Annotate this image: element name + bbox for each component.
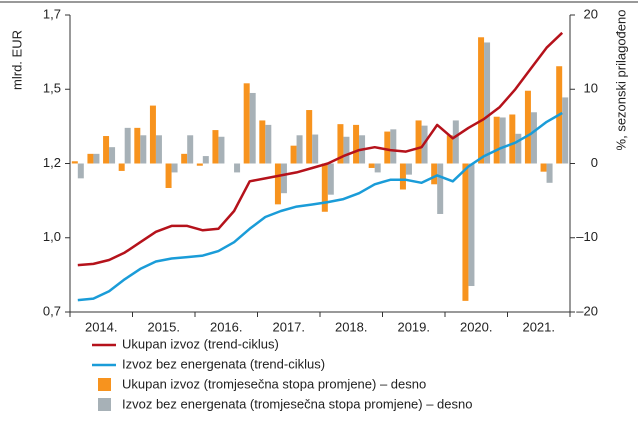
x-tick-label: 2017. [272,319,305,334]
bar [202,156,209,164]
bar [249,92,256,164]
bar [337,124,344,164]
bar [399,163,406,190]
bar [390,129,397,164]
bar [446,135,453,164]
bar [530,112,537,164]
y-tick-label: 1,5 [43,81,61,96]
y2-tick-label: 20 [584,6,598,21]
x-tick-label: 2015. [147,319,180,334]
bar [321,163,328,212]
bar [405,163,412,175]
y2-tick-label: 0 [591,155,598,170]
bar [71,161,78,164]
bar [140,135,147,164]
line [77,111,563,302]
line [77,31,564,267]
bar [187,135,194,164]
bar [462,163,469,301]
bar [259,120,266,164]
y2-tick-label: 10 [584,81,598,96]
x-tick-label: 2020. [460,319,493,334]
bar [468,163,475,287]
bar [181,153,188,164]
bar [243,83,250,164]
bar [452,120,459,164]
bar [484,42,491,164]
bar [93,153,100,164]
bar [493,116,500,164]
bar [327,163,334,195]
bar [77,163,84,179]
bar [109,147,116,164]
x-tick-label: 2014. [85,319,118,334]
y2-tick-label: –10 [576,229,598,244]
bar [515,133,522,164]
bar [343,136,350,164]
bar [431,163,438,185]
y-tick-label: 1,7 [43,6,61,21]
bar [353,124,360,164]
bar [499,117,506,164]
legend-swatch [98,398,111,411]
bar [165,163,172,189]
bar [437,163,444,214]
bar [212,130,219,164]
bar [524,90,531,164]
bar [290,145,297,164]
bar [265,124,272,164]
bar [234,163,241,173]
bar [546,163,553,183]
y2-tick-label: –20 [576,303,598,318]
bar [296,135,303,164]
bar [155,135,162,164]
legend-label: Izvoz bez energenata (trend-ciklus) [122,356,325,371]
bar [478,37,485,164]
bar [306,110,313,164]
bar [218,136,225,164]
bar [274,163,281,205]
legend-swatch [98,378,111,391]
y-tick-label: 1,0 [43,229,61,244]
y2-axis-title: %, sezonski prilagođeno [613,10,628,151]
bar [415,120,422,164]
x-tick-label: 2016. [210,319,243,334]
bar [368,163,375,168]
y-axis-title: mlrd. EUR [9,30,24,90]
bar [280,163,287,194]
legend-label: Ukupan izvoz (trend-ciklus) [122,336,279,351]
bar [134,127,141,164]
bar [171,163,178,173]
x-tick-label: 2021. [522,319,555,334]
bar [540,163,547,172]
bar [509,114,516,164]
y-tick-label: 1,2 [43,155,61,170]
bar [149,105,156,164]
bar [384,131,391,164]
bar [374,163,381,173]
x-tick-label: 2018. [335,319,368,334]
bar [196,163,203,166]
y-tick-label: 0,7 [43,303,61,318]
legend-label: Ukupan izvoz (tromjesečna stopa promjene… [122,376,426,391]
bar [118,163,125,171]
bar [312,134,319,164]
legend-label: Izvoz bez energenata (tromjesečna stopa … [122,396,472,411]
bar [124,127,131,164]
bar [562,97,569,164]
bar [87,153,94,164]
x-tick-label: 2019. [397,319,430,334]
bar [103,136,110,164]
